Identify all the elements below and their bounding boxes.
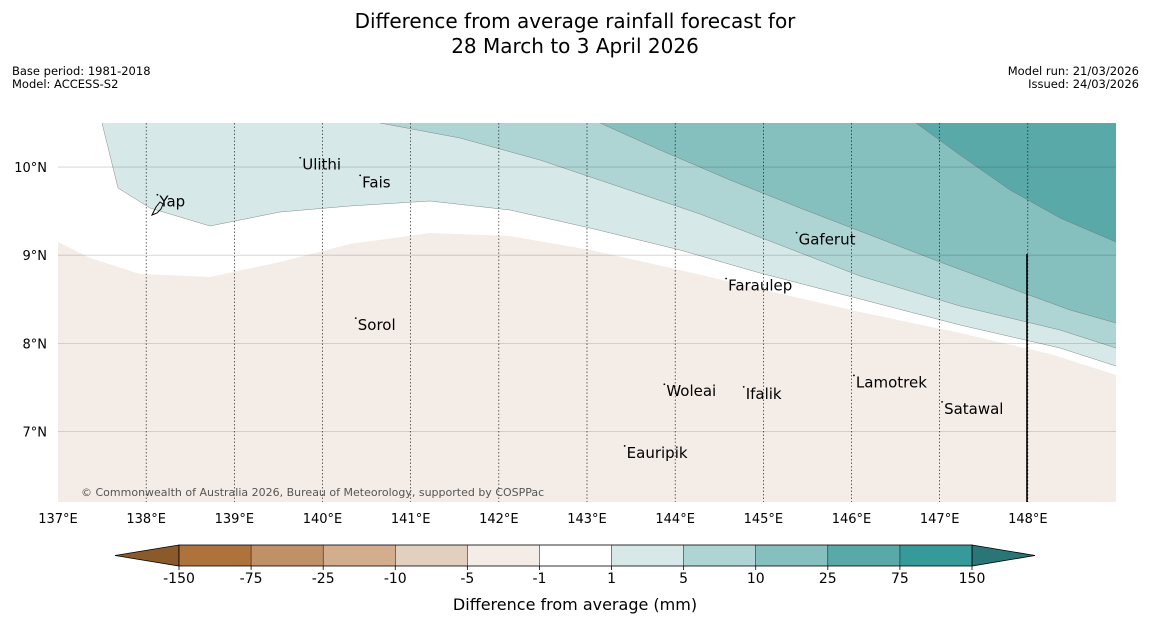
issued-text: Issued: 24/03/2026 [1028,77,1139,91]
colorbar-tick-label-5: -1 [532,571,546,587]
lon-tick-label-142: 142°E [479,512,519,527]
colorbar-swatch-5 [467,545,540,566]
place-marker-eauripik [623,445,626,447]
place-label-sorol: Sorol [358,316,396,334]
place-label-ulithi: Ulithi [302,156,341,174]
place-label-gaferut: Gaferut [799,231,856,249]
gridlines [58,123,1116,502]
colorbar: -150 -75 -25 -10 -5 -1 1 5 10 25 75 150 [114,544,1036,587]
place-label-woleai: Woleai [666,382,716,400]
place-label-lamotrek: Lamotrek [856,373,927,391]
colorbar-label: Difference from average (mm) [453,595,697,614]
place-label-yap: Yap [158,193,185,211]
place-marker-lamotrek [853,374,855,377]
colorbar-tick-label-1: -75 [240,571,263,587]
lon-tick-label-147: 147°E [920,512,960,527]
lat-tick-label-9: 9°N [23,249,48,264]
colorbar-swatch-7 [611,545,684,566]
colorbar-swatch-3 [323,545,396,566]
contour-lines [101,123,1116,367]
place-label-ifalik: Ifalik [746,385,782,403]
colorbar-tick-label-7: 5 [679,571,688,587]
model-run-text: Model run: 21/03/2026 [1007,64,1139,78]
place-marker-yap [156,193,159,196]
lon-tick-label-141: 141°E [391,512,431,527]
colorbar-swatch-2 [251,545,324,566]
place-marker-ulithi [299,156,302,159]
place-label-satawal: Satawal [944,400,1003,418]
colorbar-tick-label-6: 1 [607,571,616,587]
lon-tick-label-143: 143°E [567,512,607,527]
place-labels: Ulithi Fais Yap Gaferut Faraulep Sorol Woleai I… [156,156,1003,462]
colorbar-tick-label-4: -5 [460,571,474,587]
colorbar-extension-high [971,544,1036,567]
place-marker-woleai [663,383,666,386]
title-line-1: Difference from average rainfall forecas… [354,9,796,33]
place-label-fais: Fais [362,173,391,191]
colorbar-outline [178,544,973,567]
yap-island-shape [150,201,164,216]
colorbar-tick-label-9: 25 [819,571,837,587]
colorbar-swatch-4 [395,545,468,566]
lon-tick-label-144: 144°E [655,512,695,527]
colorbar-swatch-11 [899,545,972,566]
copyright-text: © Commonwealth of Australia 2026, Bureau… [81,486,544,499]
place-label-faraulep: Faraulep [728,276,792,294]
lon-tick-label-137: 137°E [38,512,78,527]
place-marker-faraulep [725,277,727,280]
colorbar-swatch-1 [179,545,252,566]
place-marker-fais [359,174,362,177]
lon-tick-label-145: 145°E [744,512,784,527]
lon-tick-label-146: 146°E [832,512,872,527]
lon-tick-label-148: 148°E [1008,512,1048,527]
colorbar-swatch-9 [755,545,828,566]
lon-tick-label-138: 138°E [126,512,166,527]
place-marker-satawal [941,400,943,403]
place-marker-ifalik [742,385,745,388]
place-marker-gaferut [795,231,798,234]
lon-tick-label-140: 140°E [303,512,343,527]
model-text: Model: ACCESS-S2 [12,77,119,91]
place-marker-sorol [354,317,357,320]
colorbar-tick-label-11: 150 [959,571,986,587]
lat-tick-label-8: 8°N [23,337,48,352]
lat-tick-labels: 10°N 9°N 8°N 7°N [14,161,47,440]
colorbar-tick-label-2: -25 [312,571,335,587]
colorbar-tick-label-0: -150 [163,571,195,587]
colorbar-swatch-6 [539,545,612,566]
colorbar-tick-label-8: 10 [747,571,765,587]
colorbar-extension-low [114,544,180,567]
lon-tick-label-139: 139°E [215,512,255,527]
map-area: Ulithi Fais Yap Gaferut Faraulep Sorol Woleai I… [58,123,1116,502]
band-25-to-75 [916,123,1116,242]
lat-tick-label-10: 10°N [14,161,47,176]
place-label-eauripik: Eauripik [627,444,688,462]
colorbar-tick-label-3: -10 [384,571,407,587]
title-line-2: 28 March to 3 April 2026 [451,34,699,58]
lon-tick-labels: 137°E 138°E 139°E 140°E 141°E 142°E 143°E 144°E… [38,512,1047,527]
lat-tick-label-7: 7°N [23,425,48,440]
colorbar-tick-label-10: 75 [891,571,909,587]
colorbar-swatch-10 [827,545,900,566]
base-period-text: Base period: 1981-2018 [12,64,151,78]
colorbar-swatch-8 [683,545,756,566]
